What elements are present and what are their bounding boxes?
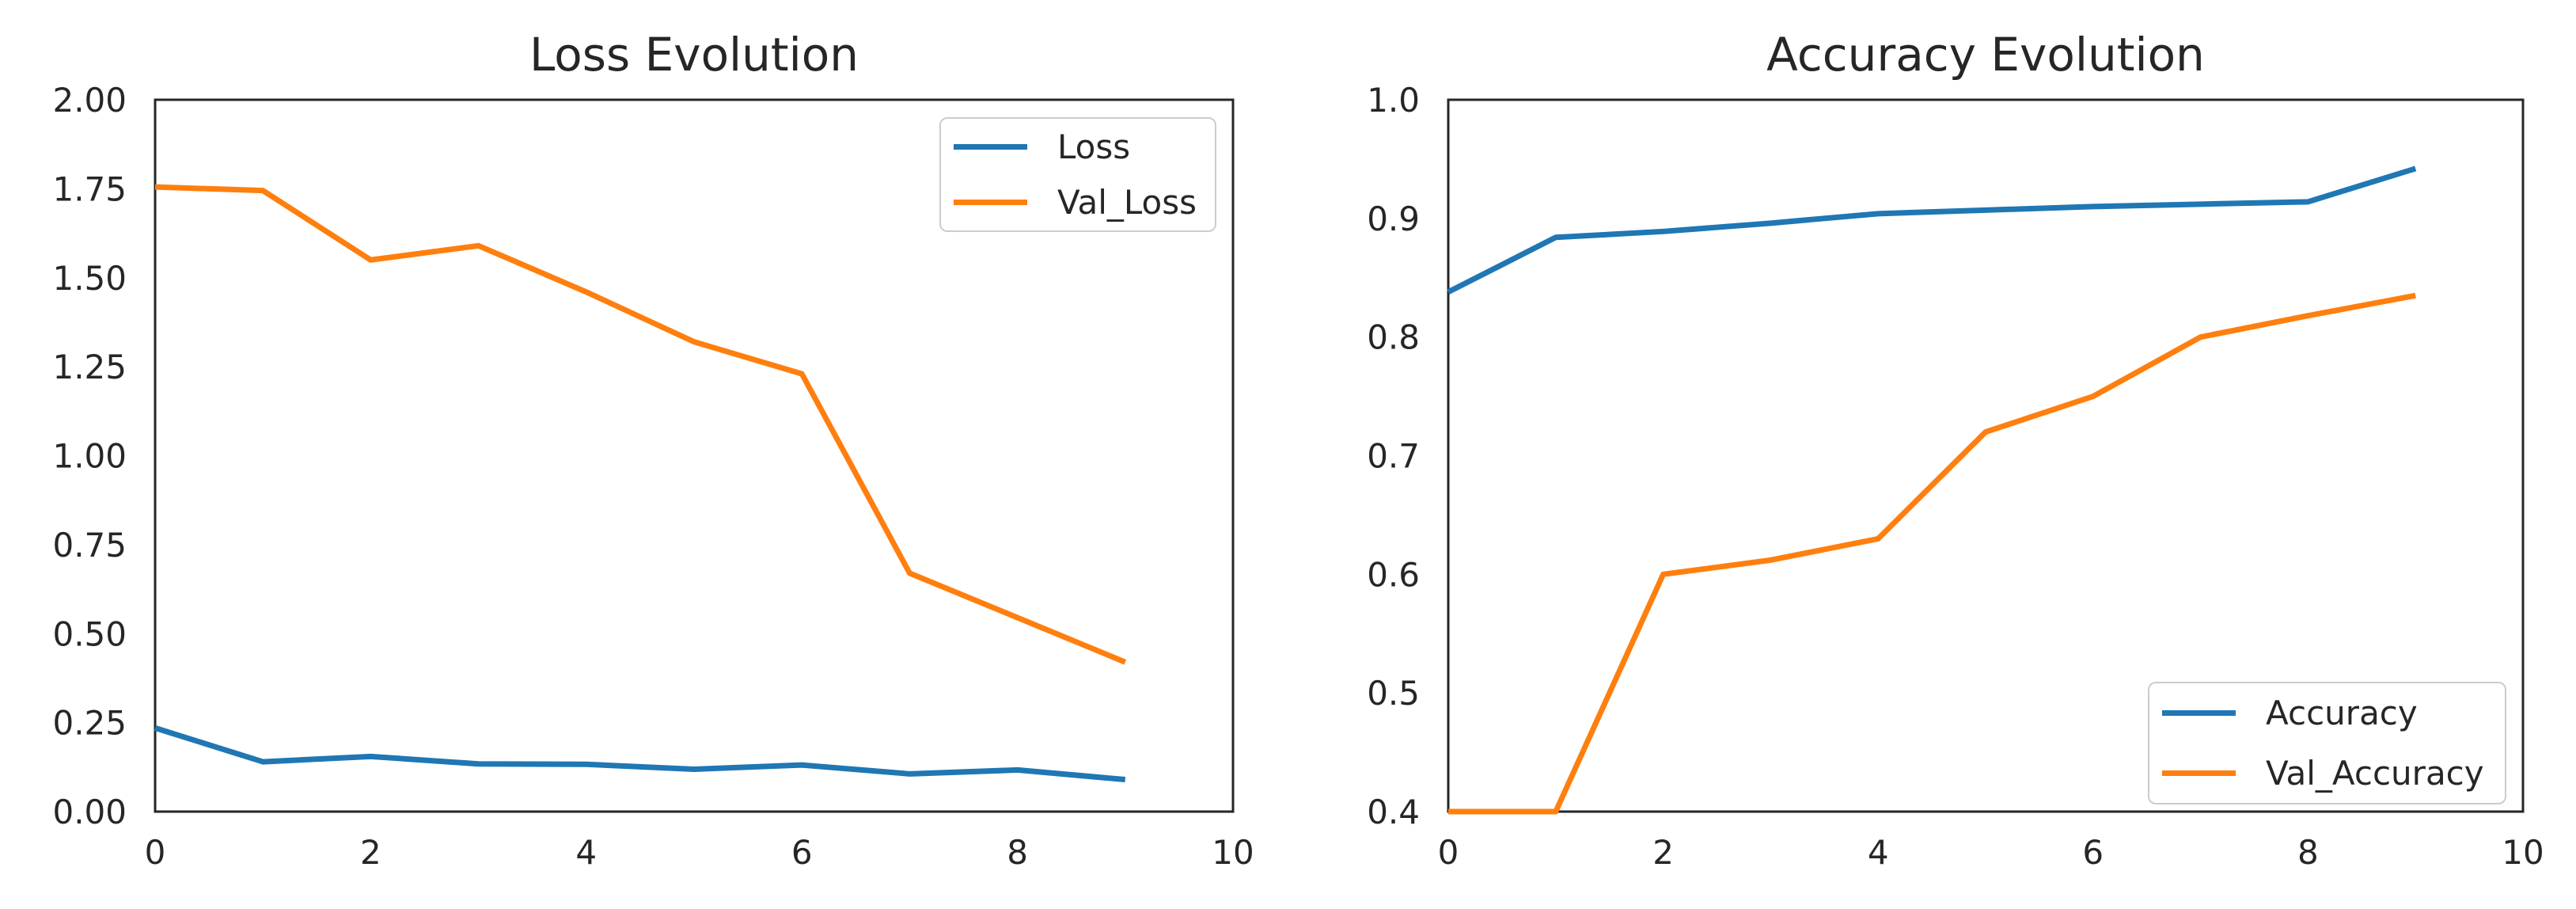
y-tick-label: 0.5: [1367, 674, 1420, 713]
val_accuracy-line: [1448, 292, 2416, 815]
y-tick-label: 0.8: [1367, 318, 1420, 357]
legend-label-val-accuracy: Val_Accuracy: [2266, 753, 2484, 793]
x-tick-label: 10: [1212, 833, 1254, 872]
x-tick-label: 0: [1438, 833, 1459, 872]
axes-spines: [1447, 98, 2525, 813]
accuracy-line-sample-icon: [2162, 710, 2236, 717]
y-tick-label: 1.25: [52, 348, 127, 386]
val_loss-line: [154, 184, 1127, 665]
x-tick-label: 6: [791, 833, 813, 872]
x-tick-label: 8: [1007, 833, 1028, 872]
accuracy-line: [1447, 165, 2417, 295]
x-tick-label: 10: [2502, 833, 2544, 872]
x-tick-label: 0: [145, 833, 166, 872]
loss-chart: 0 2 4 6 8 10 0.00 0.25 0.50 0.75 1.00 1.25 1.50 1.75 2…: [52, 81, 1254, 872]
y-tick-label: 0.7: [1367, 437, 1420, 476]
accuracy-chart-title: Accuracy Evolution: [1766, 28, 2205, 82]
loss-chart-legend: Loss Val_Loss: [939, 117, 1216, 232]
legend-label-accuracy: Accuracy: [2266, 694, 2418, 733]
x-tick-label: 4: [1868, 833, 1889, 872]
y-tick-label: 1.75: [52, 169, 127, 208]
y-tick-label: 0.9: [1367, 200, 1420, 238]
accuracy-chart-legend: Accuracy Val_Accuracy: [2148, 682, 2506, 804]
legend-entry-val-accuracy: Val_Accuracy: [2162, 744, 2505, 804]
val-loss-line-sample-icon: [954, 200, 1027, 206]
legend-entry-val-loss: Val_Loss: [954, 175, 1215, 231]
x-tick-label: 2: [360, 833, 381, 872]
legend-entry-accuracy: Accuracy: [2162, 683, 2505, 744]
loss-chart-title: Loss Evolution: [529, 28, 859, 82]
y-tick-label: 0.4: [1367, 793, 1420, 831]
x-tick-label: 8: [2297, 833, 2319, 872]
legend-entry-loss: Loss: [954, 119, 1215, 175]
loss-line: [154, 725, 1126, 783]
y-tick-label: 1.50: [52, 259, 127, 298]
legend-label-loss: Loss: [1057, 127, 1131, 166]
loss-line-sample-icon: [954, 143, 1027, 150]
y-tick-label: 0.25: [52, 704, 127, 743]
y-tick-label: 0.6: [1367, 555, 1420, 594]
accuracy-chart: 0 2 4 6 8 10 0.4 0.5 0.6 0.7 0.8 0.9 1.0: [1367, 81, 2544, 872]
x-tick-label: 4: [575, 833, 597, 872]
y-tick-label: 0.00: [52, 793, 127, 831]
y-tick-label: 1.0: [1367, 81, 1420, 120]
y-tick-label: 2.00: [52, 81, 127, 120]
x-tick-label: 6: [2082, 833, 2104, 872]
y-tick-label: 1.00: [52, 437, 127, 476]
val-accuracy-line-sample-icon: [2162, 770, 2236, 776]
axes-spines: [154, 98, 1235, 813]
y-tick-label: 0.50: [52, 614, 127, 653]
x-tick-label: 2: [1652, 833, 1674, 872]
legend-label-val-loss: Val_Loss: [1057, 183, 1197, 222]
y-tick-label: 0.75: [52, 526, 127, 565]
